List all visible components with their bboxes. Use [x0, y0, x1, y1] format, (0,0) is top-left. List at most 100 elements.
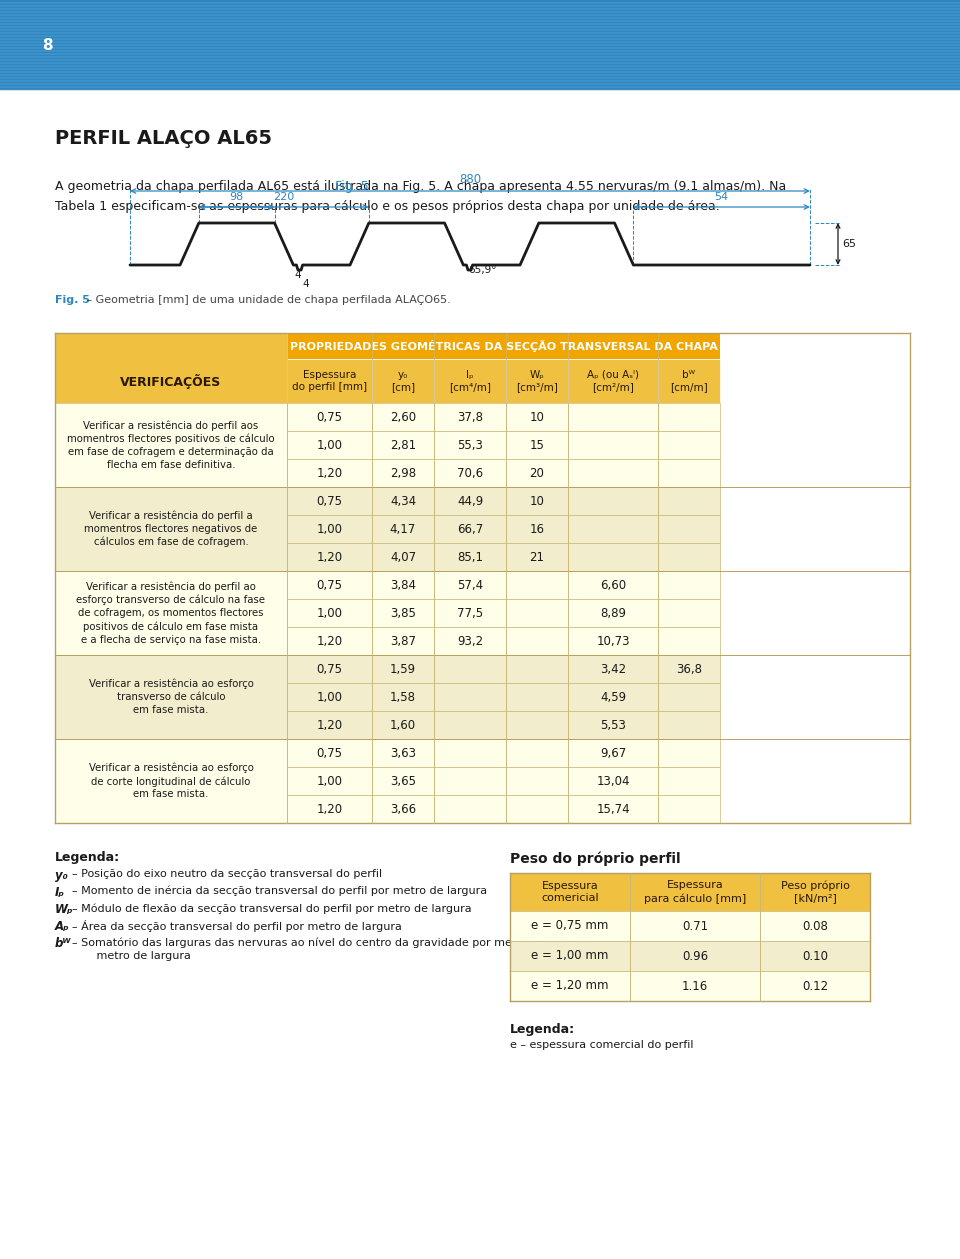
Bar [434, 431, 506, 460]
Bar [287, 431, 372, 460]
Text: 10,73: 10,73 [596, 635, 630, 647]
Text: 21: 21 [530, 550, 544, 564]
Text: 1,00: 1,00 [317, 690, 343, 704]
Bar [506, 794, 568, 823]
Text: VERIFICAÇÕES: VERIFICAÇÕES [120, 374, 222, 389]
Text: 85,1: 85,1 [457, 550, 483, 564]
Bar [372, 431, 434, 460]
Text: 1,59: 1,59 [390, 662, 416, 676]
Text: 2,81: 2,81 [390, 438, 416, 452]
Text: 880: 880 [459, 172, 481, 186]
Text: 0.71: 0.71 [682, 919, 708, 933]
Bar [287, 359, 372, 403]
Text: 57,4: 57,4 [457, 578, 483, 592]
Text: Wₚ: Wₚ [55, 903, 74, 917]
Text: 1.16: 1.16 [682, 980, 708, 992]
Bar [630, 912, 760, 940]
Bar [0, 0, 960, 89]
Bar [630, 971, 760, 1001]
Text: Aₚ (ou Aₛᴵ)
[cm²/m]: Aₚ (ou Aₛᴵ) [cm²/m] [587, 370, 639, 393]
Bar [434, 599, 506, 627]
Text: 4: 4 [295, 269, 301, 279]
Text: 15,74: 15,74 [596, 802, 630, 816]
Text: 70,6: 70,6 [457, 467, 483, 480]
Bar [658, 543, 720, 572]
Bar [372, 403, 434, 431]
Bar [287, 794, 372, 823]
Text: – Módulo de flexão da secção transversal do perfil por metro de largura: – Módulo de flexão da secção transversal… [72, 903, 471, 914]
Text: Iₚ
[cm⁴/m]: Iₚ [cm⁴/m] [449, 370, 491, 393]
Bar [760, 872, 870, 912]
Text: 4,07: 4,07 [390, 550, 416, 564]
Bar [568, 739, 658, 767]
Bar [658, 739, 720, 767]
Text: Fig. 5: Fig. 5 [335, 180, 369, 193]
Bar [434, 403, 506, 431]
Bar [568, 794, 658, 823]
Text: 55,3: 55,3 [457, 438, 483, 452]
Bar [568, 572, 658, 599]
Text: 54: 54 [714, 193, 729, 201]
Bar [372, 655, 434, 682]
Bar [287, 460, 372, 487]
Text: 2,98: 2,98 [390, 467, 416, 480]
Bar [287, 332, 720, 359]
Bar [506, 543, 568, 572]
Bar [568, 711, 658, 739]
Bar [434, 359, 506, 403]
Text: – Somatório das larguras das nervuras ao nível do centro da gravidade por metro : – Somatório das larguras das nervuras ao… [72, 937, 588, 948]
Text: bᵂ: bᵂ [55, 937, 71, 951]
Bar [658, 431, 720, 460]
Bar [372, 572, 434, 599]
Bar [760, 971, 870, 1001]
Text: Peso do próprio perfil: Peso do próprio perfil [510, 851, 681, 865]
Text: 13,04: 13,04 [596, 774, 630, 787]
Bar [506, 711, 568, 739]
Bar [506, 515, 568, 543]
Text: Espessura
do perfil [mm]: Espessura do perfil [mm] [292, 370, 367, 393]
Bar [287, 739, 372, 767]
Text: 8,89: 8,89 [600, 607, 626, 619]
Text: Espessura
comericial: Espessura comericial [541, 881, 599, 903]
Text: 0.10: 0.10 [802, 949, 828, 962]
Text: y₀
[cm]: y₀ [cm] [391, 370, 415, 393]
Bar [568, 599, 658, 627]
Bar [506, 599, 568, 627]
Bar [506, 487, 568, 515]
Bar [568, 767, 658, 794]
Text: 66,7: 66,7 [457, 522, 483, 535]
Bar [658, 655, 720, 682]
Bar [510, 912, 630, 940]
Bar [434, 655, 506, 682]
Text: Fig. 5: Fig. 5 [55, 295, 90, 305]
Bar [372, 627, 434, 655]
Text: 9,67: 9,67 [600, 747, 626, 759]
Text: Tabela 1 especificam-se as espessuras para cálculo e os pesos próprios desta cha: Tabela 1 especificam-se as espessuras pa… [55, 200, 720, 213]
Bar [287, 627, 372, 655]
Bar [568, 682, 658, 711]
Bar [434, 460, 506, 487]
Text: 0,75: 0,75 [317, 747, 343, 759]
Text: 3,65: 3,65 [390, 774, 416, 787]
Bar [434, 543, 506, 572]
Bar [658, 627, 720, 655]
Bar [287, 515, 372, 543]
Bar [658, 460, 720, 487]
Text: e = 0,75 mm: e = 0,75 mm [531, 919, 609, 933]
Bar [506, 682, 568, 711]
Bar [658, 572, 720, 599]
Bar [287, 655, 372, 682]
Bar [658, 487, 720, 515]
Bar [658, 682, 720, 711]
Text: Legenda:: Legenda: [55, 851, 120, 864]
Bar [434, 794, 506, 823]
Bar [568, 515, 658, 543]
Text: 37,8: 37,8 [457, 410, 483, 423]
Bar [568, 403, 658, 431]
Text: 98: 98 [229, 193, 244, 201]
Text: 1,00: 1,00 [317, 438, 343, 452]
Text: bᵂ
[cm/m]: bᵂ [cm/m] [670, 370, 708, 393]
Bar [568, 431, 658, 460]
Text: 1,00: 1,00 [317, 607, 343, 619]
Text: 1,58: 1,58 [390, 690, 416, 704]
